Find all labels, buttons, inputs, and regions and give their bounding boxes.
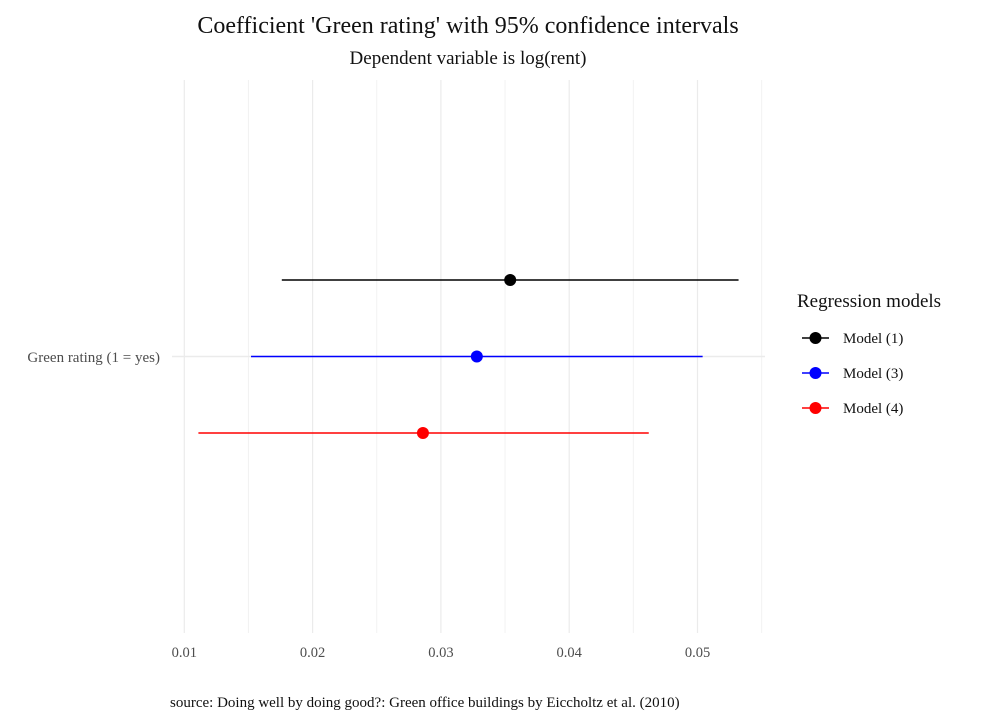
legend-item-model-1: Model (1) [802, 331, 903, 347]
point-model-4 [416, 427, 429, 439]
chart-caption: source: Doing well by doing good?: Green… [170, 695, 680, 711]
x-tick-label: 0.02 [300, 645, 325, 661]
legend-key-point [809, 332, 822, 344]
point-model-1 [504, 274, 517, 286]
legend-item-model-4: Model (4) [802, 401, 903, 417]
legend-item-model-3: Model (3) [802, 366, 903, 382]
legend-key-point [809, 367, 822, 379]
x-tick-label: 0.03 [428, 645, 453, 661]
legend-label: Model (4) [843, 401, 903, 417]
x-tick-label: 0.05 [685, 645, 710, 661]
chart-title: Coefficient 'Green rating' with 95% conf… [197, 13, 738, 39]
marks-layer [198, 274, 739, 439]
legend-items: Model (1) Model (3) Model (4) [802, 331, 903, 417]
point-model-3 [470, 350, 483, 363]
legend-key-point [809, 402, 822, 414]
chart-subtitle: Dependent variable is log(rent) [350, 48, 587, 69]
legend-title: Regression models [797, 291, 941, 312]
x-axis-ticks: 0.01 0.02 0.03 0.04 0.05 [172, 645, 711, 661]
x-tick-label: 0.04 [557, 645, 583, 661]
legend-label: Model (1) [843, 331, 903, 347]
y-tick-label: Green rating (1 = yes) [27, 350, 160, 366]
legend: Regression models Model (1)Model (3)Mode… [797, 291, 941, 417]
legend-label: Model (3) [843, 366, 903, 382]
x-tick-label: 0.01 [172, 645, 197, 661]
